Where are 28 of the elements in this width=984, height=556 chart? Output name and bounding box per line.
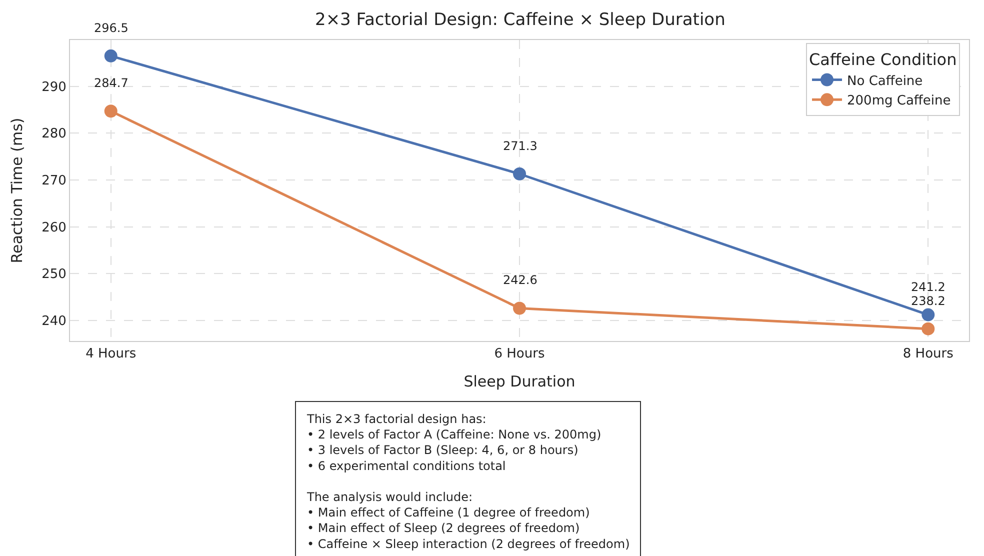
y-tick-label: 270 [42, 174, 66, 189]
y-tick-label: 250 [42, 267, 66, 282]
y-tick-label: 240 [42, 314, 66, 329]
point [104, 49, 118, 62]
point [513, 302, 526, 315]
point [513, 167, 526, 180]
y-tick-label: 290 [42, 80, 66, 95]
data-label: 284.7 [94, 76, 128, 90]
point [104, 104, 118, 118]
point [922, 308, 935, 322]
data-label: 242.6 [503, 273, 538, 287]
x-tick-label: 4 Hours [86, 346, 136, 362]
chart-title: 2×3 Factorial Design: Caffeine × Sleep Duration [315, 10, 726, 30]
point [922, 322, 935, 336]
legend-label: No Caffeine [847, 74, 923, 89]
data-label: 296.5 [94, 21, 128, 35]
y-tick-label: 260 [42, 220, 66, 236]
data-label: 271.3 [503, 139, 538, 153]
legend-title: Caffeine Condition [809, 50, 957, 69]
x-tick-label: 8 Hours [902, 346, 954, 362]
x-axis-title: Sleep Duration [464, 372, 576, 391]
data-label: 241.2 [911, 280, 946, 294]
text: This 2×3 factorial design has: • 2 levels of Factor A (Caffeine: None vs. 200mg) • 3 levels of Factor B (Sleep: 4, 6, or 8 hours) • 6 experimental conditions total The analysis would include: • Main effect of Caffeine (1 degree of freedom) • Main effect of Sleep (2 degrees of freedom) • Caffeine × Sleep interaction (2 degrees of freedom) [307, 412, 630, 551]
y-tick-label: 280 [42, 126, 66, 142]
data-label: 238.2 [911, 294, 946, 308]
x-tick-label: 6 Hours [494, 346, 545, 362]
y-axis-title: Reaction Time (ms) [8, 118, 26, 264]
legend-label: 200mg Caffeine [847, 94, 951, 109]
